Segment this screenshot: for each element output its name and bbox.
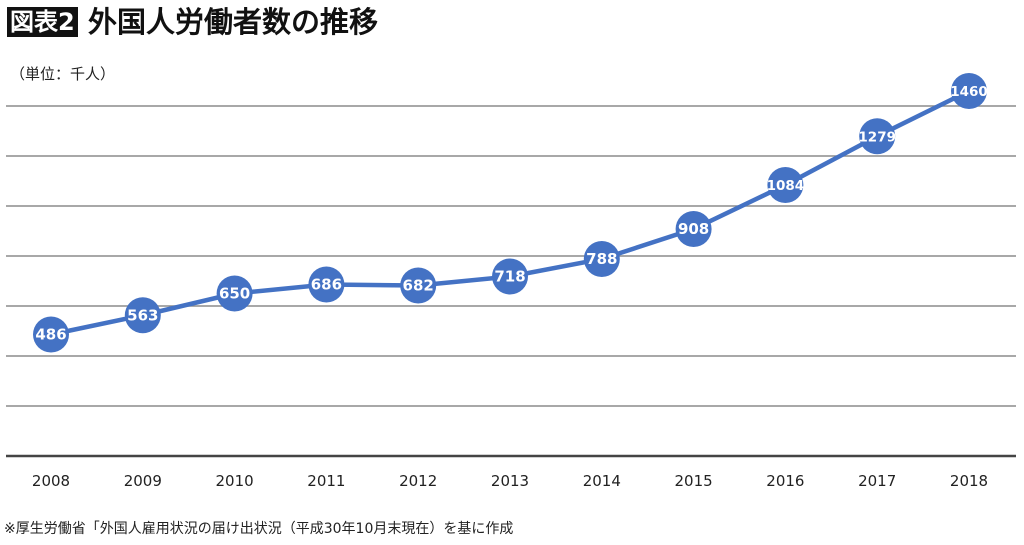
data-label: 718	[494, 268, 525, 286]
x-tick-label: 2011	[307, 472, 345, 490]
x-tick-label: 2017	[858, 472, 896, 490]
x-tick-label: 2012	[399, 472, 437, 490]
data-label: 1279	[858, 129, 896, 145]
data-label: 1460	[950, 84, 988, 100]
data-label: 686	[311, 276, 342, 294]
data-point	[33, 316, 69, 353]
x-tick-label: 2013	[491, 472, 529, 490]
data-label: 788	[586, 250, 617, 268]
chart-title: 外国人労働者数の推移	[88, 5, 379, 39]
data-point	[308, 266, 345, 303]
data-point	[124, 297, 161, 334]
x-tick-label: 2015	[675, 472, 713, 490]
x-tick-label: 2014	[583, 472, 621, 490]
data-label: 1084	[767, 178, 805, 194]
source-note: ※厚生労働省「外国人雇用状況の届け出状況（平成30年10月末現在）を基に作成	[4, 521, 514, 537]
data-point	[859, 118, 896, 155]
data-point	[951, 73, 987, 109]
x-tick-label: 2010	[216, 472, 254, 490]
data-point	[767, 167, 804, 203]
x-tick-label: 2009	[124, 472, 162, 490]
data-label: 650	[219, 285, 250, 303]
data-label: 682	[403, 277, 434, 295]
data-label: 563	[127, 306, 158, 324]
x-tick-label: 2008	[32, 472, 70, 490]
data-point	[400, 267, 437, 304]
data-point	[216, 275, 253, 312]
figure-badge: 図表2	[7, 7, 78, 37]
data-label: 486	[35, 326, 66, 344]
data-label: 908	[678, 220, 709, 238]
data-point	[492, 258, 528, 295]
data-point	[583, 241, 620, 277]
data-point	[675, 211, 712, 247]
x-tick-label: 2016	[766, 472, 804, 490]
x-tick-label: 2018	[950, 472, 988, 490]
series-line	[50, 88, 970, 337]
unit-label: （単位：千人）	[10, 65, 116, 83]
